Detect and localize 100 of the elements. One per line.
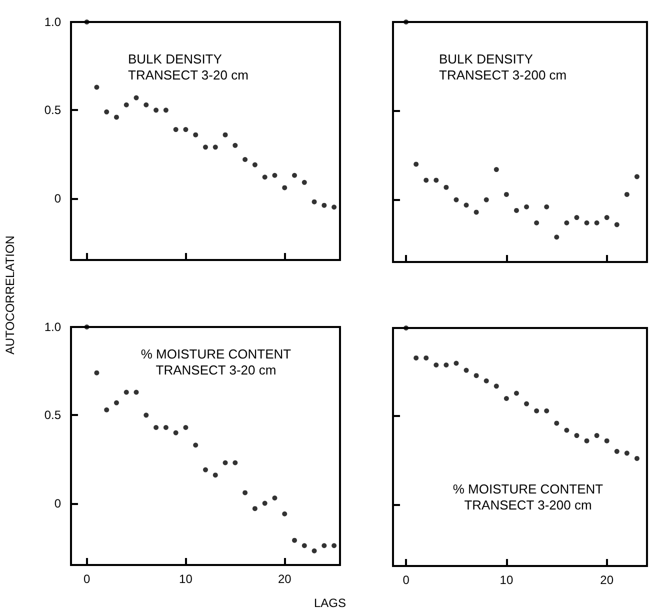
point (322, 202, 327, 208)
point (464, 368, 469, 373)
point (94, 370, 100, 376)
point (173, 430, 178, 436)
y-tick-label: 1.0 (44, 320, 62, 334)
point (564, 220, 570, 226)
point (504, 396, 509, 402)
point (594, 220, 600, 226)
point (594, 433, 600, 438)
point (614, 448, 620, 454)
point (262, 500, 268, 506)
point (114, 400, 119, 406)
x-tick-label: 10 (179, 572, 193, 586)
point (84, 20, 90, 24)
point (193, 132, 198, 138)
point (584, 438, 590, 444)
point (514, 208, 519, 213)
point (564, 428, 570, 433)
point (332, 543, 337, 548)
point (544, 204, 550, 210)
point (504, 192, 509, 197)
point (154, 424, 159, 430)
point (282, 185, 288, 190)
point (312, 199, 317, 204)
point (292, 172, 298, 178)
point (183, 127, 188, 132)
point (544, 408, 550, 414)
point (272, 172, 278, 178)
point (252, 506, 258, 512)
point (212, 472, 218, 478)
point (124, 102, 129, 108)
point (302, 543, 307, 548)
x-tick-label: 20 (278, 572, 292, 586)
point (282, 511, 288, 516)
point (232, 460, 238, 466)
point (554, 420, 560, 426)
point (424, 178, 429, 183)
point (104, 109, 110, 114)
point (212, 144, 218, 150)
y-tick-label: 0.5 (44, 408, 62, 422)
point (154, 108, 159, 113)
point (94, 84, 100, 90)
y-tick-label: 0.5 (44, 103, 62, 118)
y-tick-label: 0 (54, 191, 62, 206)
point (173, 127, 178, 132)
point (302, 180, 307, 185)
x-tick-label: 10 (500, 573, 514, 587)
y-tick-label: 1.0 (44, 15, 62, 29)
point (434, 178, 439, 183)
x-tick-label: 0 (83, 572, 90, 586)
point (614, 222, 620, 228)
x-tick-label: 0 (402, 573, 410, 587)
point (404, 20, 409, 24)
point (144, 412, 149, 418)
point (444, 362, 449, 368)
point (524, 204, 530, 210)
point (534, 220, 540, 226)
point (222, 460, 228, 466)
point (554, 234, 560, 240)
x-axis-title: LAGS (314, 596, 346, 610)
point (322, 543, 327, 548)
point (332, 204, 337, 210)
point (134, 95, 139, 100)
point (203, 467, 208, 472)
point (222, 132, 228, 138)
point (514, 390, 519, 396)
point (604, 438, 610, 444)
point (474, 373, 479, 378)
y-tick-label: 0 (54, 496, 62, 510)
point (183, 424, 188, 430)
point (232, 142, 238, 148)
point (424, 355, 429, 360)
point (252, 162, 258, 168)
point (494, 384, 499, 389)
text: % MOISTURE CONTENT TRANSECT 3-20 cm (140, 346, 292, 378)
point (163, 424, 168, 430)
point (454, 360, 459, 366)
point (604, 215, 610, 220)
point (272, 496, 278, 501)
point (404, 326, 409, 330)
point (114, 114, 119, 120)
point (193, 442, 198, 448)
point (464, 202, 469, 208)
y-axis-title: AUTOCORRELATION (3, 236, 17, 354)
point (262, 174, 268, 180)
point (242, 490, 248, 496)
point (484, 197, 489, 202)
point (484, 378, 489, 384)
point (624, 192, 630, 197)
point (84, 324, 90, 330)
point (104, 407, 110, 412)
point (134, 390, 139, 395)
point (634, 456, 640, 461)
point (524, 401, 530, 406)
point (414, 355, 419, 360)
text: BULK DENSITY TRANSECT 3-20 cm (128, 52, 248, 82)
text: % MOISTURE CONTENT TRANSECT 3-200 cm (452, 482, 604, 512)
point (574, 215, 580, 220)
x-tick-label: 20 (600, 573, 614, 587)
point (584, 220, 590, 226)
